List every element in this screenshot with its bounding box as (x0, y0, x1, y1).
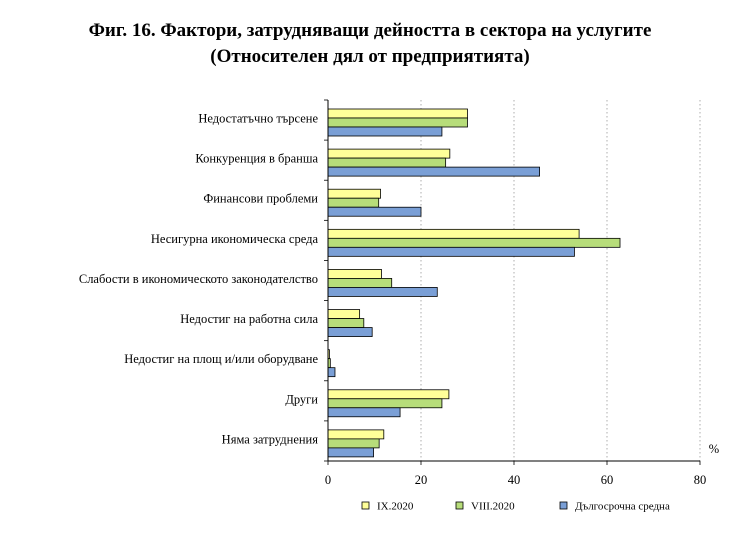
category-label-6: Недостиг на площ и/или оборудване (124, 352, 318, 366)
unit-label: % (709, 442, 719, 456)
bar-1-0 (327, 148, 451, 159)
legend-swatch-2 (559, 501, 568, 510)
bar-1-2 (327, 166, 540, 177)
bar-3-0 (327, 228, 580, 239)
bar-5-1 (327, 318, 365, 328)
category-label-0: Недостатъчно търсене (198, 112, 318, 126)
bar-5-2 (327, 327, 373, 337)
bar-7-0 (327, 389, 450, 400)
category-label-8: Няма затруднения (222, 432, 319, 446)
bar-3-2 (327, 246, 575, 257)
legend-swatch-0 (361, 501, 370, 510)
legend-swatch-1 (455, 501, 464, 510)
bar-8-1 (327, 438, 380, 449)
bar-4-1 (327, 278, 393, 288)
bar-0-2 (327, 126, 443, 137)
bar-2-0 (327, 188, 381, 199)
bar-8-0 (327, 429, 385, 440)
chart-subtitle: (Относителен дял от предприятията) (210, 46, 530, 67)
legend-label-1: VIII.2020 (471, 501, 515, 513)
category-label-2: Финансови проблеми (203, 192, 318, 206)
bar-1-1 (327, 157, 447, 168)
bar-3-1 (327, 237, 621, 248)
category-label-1: Конкуренция в бранша (195, 152, 318, 166)
category-label-5: Недостиг на работна сила (180, 312, 318, 326)
x-tick-label-80: 80 (694, 473, 707, 487)
bar-7-1 (327, 398, 443, 409)
category-label-4: Слабости в икономическото законодателств… (79, 272, 318, 286)
x-tick-label-0: 0 (325, 473, 331, 487)
bar-4-2 (327, 287, 438, 297)
bar-6-2 (327, 367, 336, 378)
bar-8-2 (327, 447, 374, 458)
legend-label-2: Дългосрочна средна (575, 501, 670, 513)
category-label-7: Други (285, 392, 318, 406)
bar-0-1 (327, 117, 468, 128)
x-tick-label-60: 60 (601, 473, 614, 487)
legend-label-0: IX.2020 (377, 501, 414, 513)
bar-2-2 (327, 206, 422, 217)
bar-5-0 (327, 309, 361, 319)
bar-0-0 (327, 108, 468, 119)
chart-title: Фиг. 16. Фактори, затрудняващи дейността… (88, 20, 652, 41)
bar-7-2 (327, 407, 401, 418)
bar-4-0 (327, 269, 382, 279)
bar-2-1 (327, 197, 380, 208)
x-tick-label-20: 20 (415, 473, 428, 487)
x-tick-label-40: 40 (508, 473, 521, 487)
category-label-3: Несигурна икономическа среда (151, 232, 319, 246)
